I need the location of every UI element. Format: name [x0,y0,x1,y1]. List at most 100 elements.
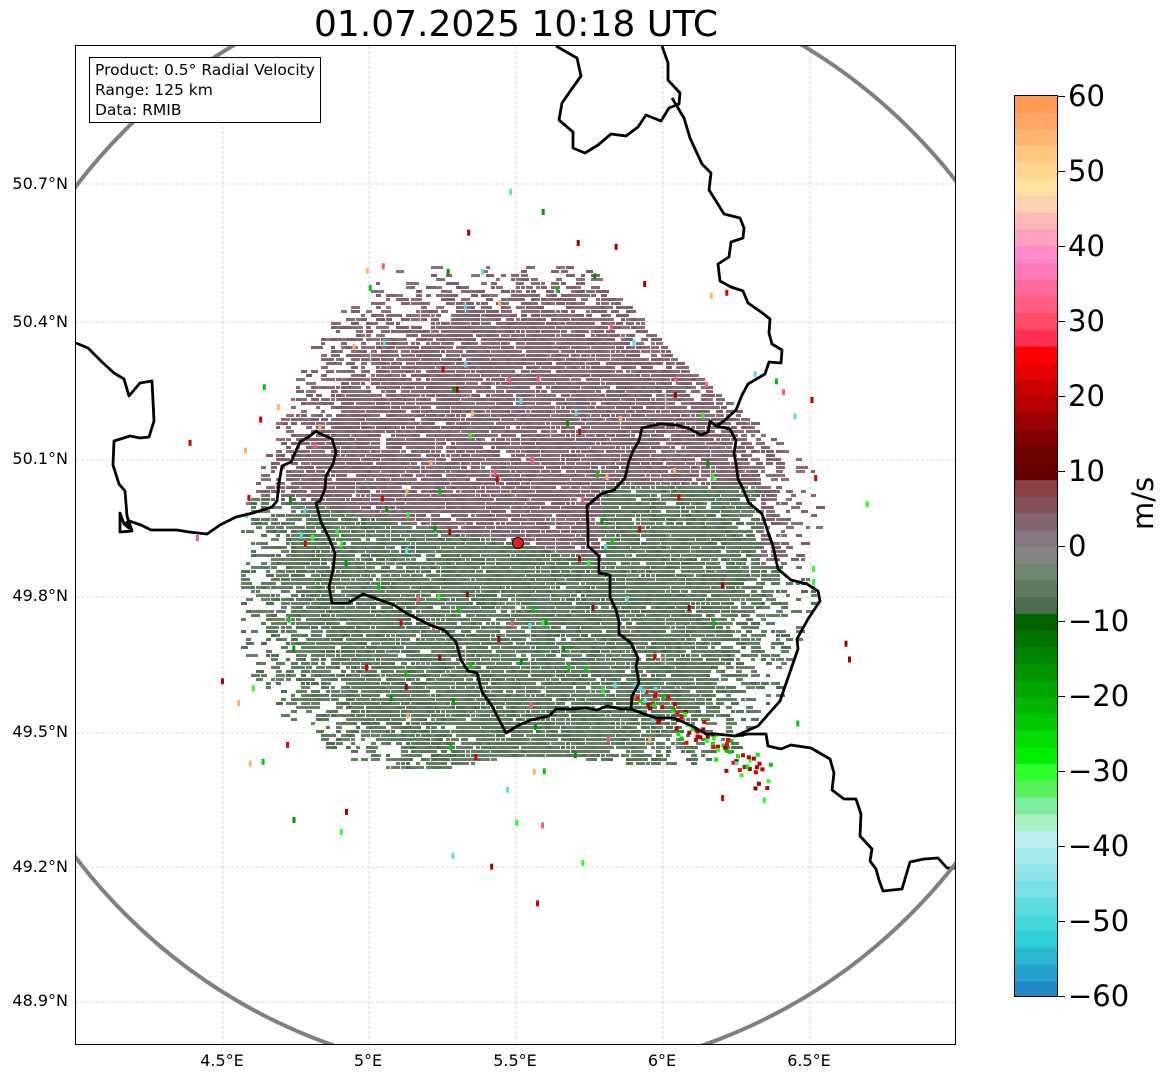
velocity-echo [436,398,442,401]
velocity-echo [356,482,363,485]
velocity-echo [641,410,649,413]
velocity-echo [511,362,518,365]
velocity-echo [516,378,523,381]
velocity-echo [371,338,379,341]
velocity-echo [626,494,631,497]
velocity-echo [341,342,347,345]
velocity-echo [571,450,575,453]
velocity-echo [446,526,451,529]
velocity-echo [706,490,711,493]
velocity-echo [591,418,599,421]
velocity-echo [476,446,483,449]
velocity-echo [401,386,410,389]
velocity-echo [531,502,538,505]
velocity-echo [576,338,584,341]
velocity-echo [411,518,415,521]
velocity-echo [616,410,624,413]
velocity-echo [476,454,485,457]
velocity-echo [671,402,675,405]
velocity-echo [436,434,441,437]
velocity-echo [431,466,437,469]
velocity-echo [596,514,602,517]
velocity-echo [321,514,330,517]
velocity-echo [736,506,744,509]
velocity-echo [461,434,468,437]
velocity-echo [451,422,455,425]
velocity-echo [536,546,541,549]
velocity-echo [506,446,513,449]
velocity-echo [786,546,793,549]
velocity-echo [361,430,367,433]
velocity-echo [691,390,698,393]
velocity-echo [466,390,472,393]
velocity-echo [606,346,614,349]
velocity-echo [491,350,498,353]
velocity-echo [586,374,590,377]
velocity-echo [531,298,538,301]
velocity-echo [426,362,431,365]
velocity-echo [506,306,511,309]
velocity-echo [566,398,574,401]
velocity-echo [436,442,445,445]
velocity-echo [661,426,665,429]
velocity-echo [486,550,493,553]
velocity-echo [536,330,540,333]
velocity-echo [681,406,687,409]
velocity-echo [341,346,346,349]
velocity-echo [636,414,643,417]
velocity-echo [696,442,705,445]
velocity-echo [591,486,599,489]
velocity-echo [596,378,600,381]
velocity-echo [446,494,451,497]
velocity-echo [586,378,593,381]
velocity-echo [496,546,503,549]
velocity-echo [396,510,403,513]
velocity-echo [391,538,398,541]
velocity-echo [496,350,503,353]
velocity-echo [401,506,406,509]
velocity-echo [391,402,400,405]
velocity-echo [476,302,480,305]
velocity-echo [431,286,440,289]
velocity-echo [561,422,570,425]
velocity-echo [611,414,615,417]
velocity-echo [431,522,438,525]
velocity-echo [686,470,690,473]
velocity-echo [386,350,394,353]
velocity-echo [681,386,689,389]
velocity-echo [586,454,592,457]
velocity-echo [301,410,307,413]
velocity-echo [641,542,646,545]
velocity-echo [506,414,511,417]
velocity-echo [606,434,614,437]
velocity-echo [341,546,350,549]
velocity-echo [386,518,394,521]
velocity-echo [591,334,595,337]
velocity-echo [696,466,700,469]
velocity-echo [551,406,555,409]
velocity-echo [541,314,547,317]
velocity-echo [411,314,420,317]
velocity-echo [411,422,420,425]
velocity-echo [576,550,581,553]
velocity-echo [701,510,709,513]
velocity-echo [571,374,580,377]
velocity-echo [301,478,309,481]
velocity-echo [406,330,414,333]
velocity-echo [451,450,455,453]
velocity-echo [436,382,442,385]
velocity-echo [691,542,696,545]
velocity-echo [341,442,350,445]
velocity-echo [521,542,530,545]
velocity-echo [381,530,389,533]
velocity-echo [641,438,646,441]
velocity-echo [386,490,395,493]
velocity-echo [561,322,565,325]
velocity-echo [636,358,642,361]
velocity-echo [371,302,377,305]
radar-map[interactable] [75,45,956,1045]
velocity-echo [681,470,688,473]
velocity-echo [531,514,539,517]
velocity-echo [326,498,331,501]
velocity-echo [316,534,323,537]
